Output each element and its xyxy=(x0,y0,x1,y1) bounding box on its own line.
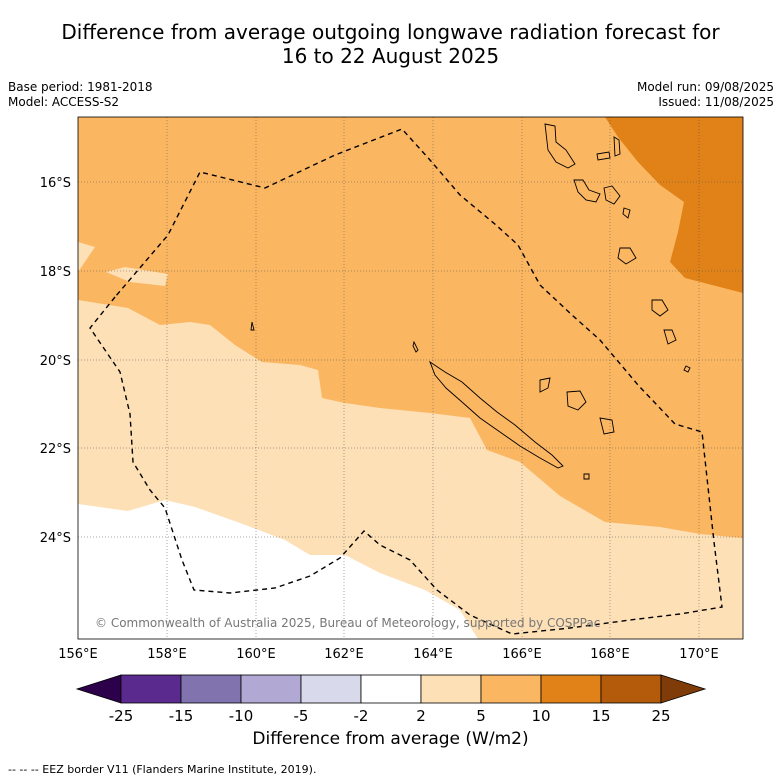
grid-lines xyxy=(78,117,743,639)
lon-label-158e: 158°E xyxy=(147,647,187,662)
colorbar-tick-label: 5 xyxy=(476,707,486,725)
lat-label-22s: 22°S xyxy=(40,442,71,457)
colorbar-segment xyxy=(420,674,482,704)
lat-label-24s: 24°S xyxy=(40,531,71,546)
lat-label-16s: 16°S xyxy=(40,176,71,191)
isle-of-pines xyxy=(583,473,590,480)
colorbar-tick-label: -15 xyxy=(169,707,194,725)
small-islet-2 xyxy=(622,207,631,219)
title-line-1: Difference from average outgoing longwav… xyxy=(61,20,720,44)
colorbar-tick-label: 2 xyxy=(416,707,426,725)
colorbar-segment xyxy=(600,674,662,704)
vanuatu-islet-1 xyxy=(596,151,611,161)
lon-label-168e: 168°E xyxy=(590,647,630,662)
base-period: Base period: 1981-2018 xyxy=(8,80,153,94)
tanna xyxy=(651,299,669,317)
new-caledonia-island xyxy=(429,360,564,469)
colorbar-tick-labels: -25 -15 -10 -5 -2 2 5 10 15 25 xyxy=(109,707,671,725)
lat-label-20s: 20°S xyxy=(40,354,71,369)
title-line-2: 16 to 22 August 2025 xyxy=(281,44,500,68)
lon-label-164e: 164°E xyxy=(413,647,453,662)
colorbar-over-arrow xyxy=(660,674,707,704)
small-islet-1 xyxy=(250,321,255,331)
matthew-island xyxy=(683,365,691,373)
model-name: Model: ACCESS-S2 xyxy=(8,95,120,109)
issued-date: Issued: 11/08/2025 xyxy=(658,95,774,109)
colorbar-segment xyxy=(240,674,302,704)
lat-tick-labels: 16°S 18°S 20°S 22°S 24°S xyxy=(40,176,71,546)
anomaly-field-medium xyxy=(78,117,743,538)
lat-label-18s: 18°S xyxy=(40,265,71,280)
copyright-text: © Commonwealth of Australia 2025, Bureau… xyxy=(95,616,600,630)
colorbar-tick-label: 15 xyxy=(591,707,610,725)
loyalty-island-1 xyxy=(539,377,551,393)
colorbar-segment xyxy=(480,674,542,704)
lon-label-170e: 170°E xyxy=(679,647,719,662)
coastlines xyxy=(250,123,691,480)
colorbar-tick-label: -10 xyxy=(229,707,254,725)
model-run: Model run: 09/08/2025 xyxy=(636,80,774,94)
lon-label-162e: 162°E xyxy=(324,647,364,662)
colorbar-label: Difference from average (W/m2) xyxy=(252,729,529,749)
belep-island xyxy=(412,340,419,353)
colorbar-tick-label: 10 xyxy=(531,707,550,725)
efate xyxy=(603,185,621,205)
espiritu-santo xyxy=(544,123,576,169)
map-frame xyxy=(77,116,744,640)
colorbar-under-arrow xyxy=(75,674,122,704)
colorbar-segment xyxy=(120,674,182,704)
meta-right: Model run: 09/08/2025 Issued: 11/08/2025 xyxy=(637,80,774,110)
meta-left: Base period: 1981-2018 Model: ACCESS-S2 xyxy=(8,80,153,110)
lon-tick-labels: 156°E 158°E 160°E 162°E 164°E 166°E 168°… xyxy=(58,647,719,662)
colorbar-tick-label: 25 xyxy=(651,707,670,725)
malekula xyxy=(573,179,601,203)
colorbar-segment xyxy=(180,674,242,704)
lon-label-160e: 160°E xyxy=(236,647,276,662)
lon-label-156e: 156°E xyxy=(58,647,98,662)
eez-legend: -- -- -- EEZ border V11 (Flanders Marine… xyxy=(8,763,317,776)
vanuatu-islet-2 xyxy=(613,136,621,157)
colorbar-tick-label: -2 xyxy=(354,707,369,725)
aneityum xyxy=(663,329,677,345)
map-plot xyxy=(78,117,743,639)
map-title: Difference from average outgoing longwav… xyxy=(0,20,781,68)
colorbar-segment xyxy=(360,674,422,704)
loyalty-island-2 xyxy=(566,390,587,411)
colorbar-segment xyxy=(300,674,362,704)
colorbar-segment xyxy=(540,674,602,704)
anomaly-field-patch xyxy=(78,242,168,286)
colorbar-tick-label: -25 xyxy=(109,707,134,725)
colorbar xyxy=(75,674,707,704)
erromango xyxy=(617,247,637,265)
anomaly-field-high xyxy=(605,117,743,293)
lon-label-166e: 166°E xyxy=(502,647,542,662)
colorbar-tick-label: -5 xyxy=(294,707,309,725)
loyalty-island-3 xyxy=(599,417,615,435)
anomaly-field-white xyxy=(78,500,478,639)
